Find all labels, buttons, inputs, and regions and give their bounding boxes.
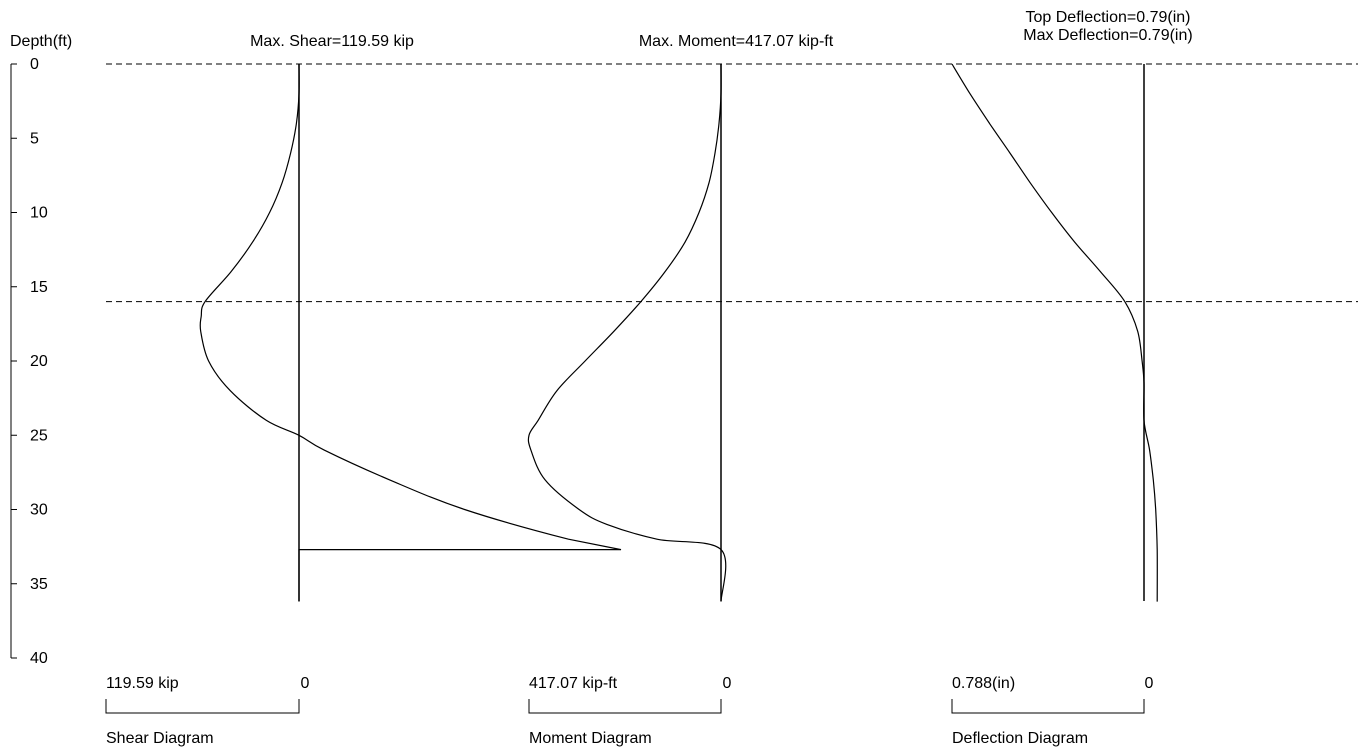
moment-zero-label: 0	[723, 675, 732, 692]
depth-tick-label: 40	[30, 650, 48, 667]
depth-tick-label: 5	[30, 130, 39, 147]
deflection-curve	[951, 63, 1158, 602]
depth-tick-label: 10	[30, 205, 48, 222]
depth-tick-label: 0	[30, 56, 39, 73]
deflection-header-1: Max Deflection=0.79(in)	[1023, 27, 1192, 44]
deflection-scale-bracket	[951, 699, 1145, 714]
reference-lines	[106, 63, 1358, 303]
deflection-panel: Top Deflection=0.79(in) Max Deflection=0…	[951, 9, 1193, 747]
shear-panel: Max. Shear=119.59 kip 119.59 kip 0 Shear…	[105, 33, 622, 747]
moment-panel: Max. Moment=417.07 kip-ft 417.07 kip-ft …	[527, 33, 834, 747]
shear-footer-label: Shear Diagram	[106, 730, 214, 747]
depth-tick-label: 35	[30, 576, 48, 593]
depth-tick-label: 20	[30, 353, 48, 370]
shear-curve	[199, 63, 622, 602]
moment-scale-bracket	[528, 699, 722, 714]
moment-header-0: Max. Moment=417.07 kip-ft	[639, 33, 834, 50]
deflection-zero-label: 0	[1145, 675, 1154, 692]
shear-zero-label: 0	[301, 675, 310, 692]
deflection-scale-label: 0.788(in)	[952, 675, 1015, 692]
depth-tick-label: 15	[30, 279, 48, 296]
moment-scale-label: 417.07 kip-ft	[529, 675, 618, 692]
depth-axis-ticks: 0 5 10 15 20 25 30 35 40	[11, 56, 48, 667]
shear-scale-bracket	[105, 699, 300, 714]
deflection-footer-label: Deflection Diagram	[952, 730, 1088, 747]
shear-header-0: Max. Shear=119.59 kip	[250, 33, 414, 50]
depth-axis: Depth(ft) 0 5 10 15 20 25 30 35 40	[10, 33, 72, 667]
deflection-header-0: Top Deflection=0.79(in)	[1026, 9, 1191, 26]
depth-tick-label: 25	[30, 427, 48, 444]
depth-axis-label: Depth(ft)	[10, 33, 72, 50]
moment-curve	[527, 63, 727, 602]
depth-tick-label: 30	[30, 502, 48, 519]
moment-footer-label: Moment Diagram	[529, 730, 652, 747]
shear-scale-label: 119.59 kip	[106, 675, 179, 692]
